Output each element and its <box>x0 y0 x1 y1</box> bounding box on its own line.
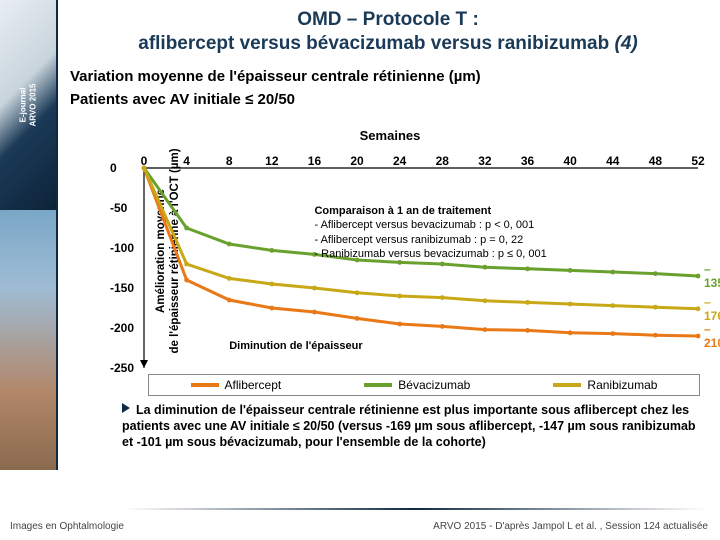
end-label: – 135 <box>704 262 720 290</box>
x-tick: 52 <box>691 154 704 168</box>
legend: Aflibercept Bévacizumab Ranibizumab <box>148 374 700 396</box>
content: OMD – Protocole T : aflibercept versus b… <box>62 0 714 540</box>
y-tick: 0 <box>110 161 117 175</box>
title-line2: aflibercept versus bévacizumab versus ra… <box>62 32 714 56</box>
end-label: – 210 <box>704 322 720 350</box>
x-tick: 44 <box>606 154 619 168</box>
y-tick: -200 <box>110 321 134 335</box>
legend-swatch <box>553 383 581 387</box>
conclusion-bullet: La diminution de l'épaisseur centrale ré… <box>122 402 700 450</box>
y-tick: -250 <box>110 361 134 375</box>
legend-swatch <box>191 383 219 387</box>
y-tick: -150 <box>110 281 134 295</box>
x-tick: 40 <box>563 154 576 168</box>
footer-left: Images en Ophtalmologie <box>10 521 124 532</box>
y-tick: -100 <box>110 241 134 255</box>
legend-item: Ranibizumab <box>553 378 657 392</box>
legend-label: Aflibercept <box>225 378 282 392</box>
x-tick: 16 <box>308 154 321 168</box>
x-tick: 32 <box>478 154 491 168</box>
footer-right: ARVO 2015 - D'après Jampol L et al. , Se… <box>433 521 708 532</box>
sidebar-logo-text: E-journal ARVO 2015 <box>18 84 37 127</box>
legend-label: Bévacizumab <box>398 378 470 392</box>
diminution-label: Diminution de l'épaisseur <box>229 340 362 352</box>
sidebar: E-journal ARVO 2015 <box>0 0 58 540</box>
legend-label: Ranibizumab <box>587 378 657 392</box>
x-tick: 0 <box>141 154 148 168</box>
chart: Semaines Amélioration moyenne de l'épais… <box>70 128 710 396</box>
x-tick: 36 <box>521 154 534 168</box>
plot-area: 04812162024283236404448520-50-100-150-20… <box>144 154 698 380</box>
sidebar-logo: E-journal ARVO 2015 <box>0 0 58 210</box>
legend-item: Bévacizumab <box>364 378 470 392</box>
y-tick: -50 <box>110 201 127 215</box>
end-label: – 176 <box>704 295 720 323</box>
title-line1: OMD – Protocole T : <box>62 8 714 32</box>
subtitle-2: Patients avec AV initiale ≤ 20/50 <box>70 91 714 108</box>
sidebar-photo <box>0 210 58 470</box>
x-tick: 4 <box>183 154 190 168</box>
slide-title: OMD – Protocole T : aflibercept versus b… <box>62 0 714 56</box>
x-tick: 8 <box>226 154 233 168</box>
x-tick: 48 <box>649 154 662 168</box>
subtitle-1: Variation moyenne de l'épaisseur central… <box>70 68 714 85</box>
x-tick: 24 <box>393 154 406 168</box>
legend-swatch <box>364 383 392 387</box>
x-tick: 12 <box>265 154 278 168</box>
slide: E-journal ARVO 2015 OMD – Protocole T : … <box>0 0 720 540</box>
x-axis-label: Semaines <box>70 128 710 143</box>
x-tick: 20 <box>350 154 363 168</box>
legend-item: Aflibercept <box>191 378 282 392</box>
bullet-arrow-icon <box>122 403 130 413</box>
comparison-annotation: Comparaison à 1 an de traitement- Aflibe… <box>314 204 546 261</box>
x-tick: 28 <box>436 154 449 168</box>
chart-svg <box>144 154 698 380</box>
footer-divider <box>124 508 706 510</box>
